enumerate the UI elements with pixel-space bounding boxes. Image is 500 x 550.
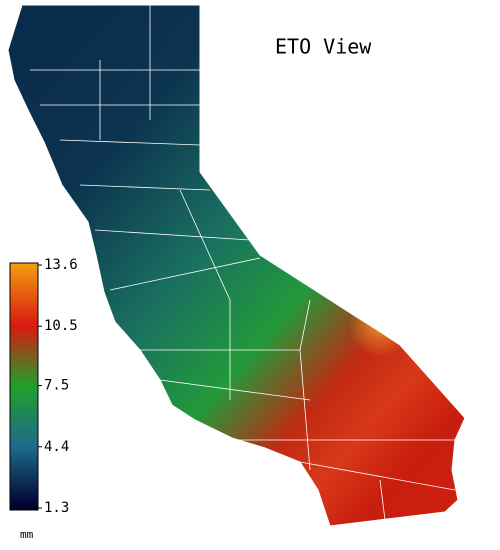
colorbar [9,262,39,511]
tick-label: 4.4 [44,439,69,455]
tick-label: 13.6 [44,257,78,273]
tick-label: 1.3 [44,500,69,516]
unit-label: mm [20,528,34,541]
county-lines [30,5,460,521]
tick-label: 7.5 [44,378,69,394]
hot-area [200,172,465,440]
tick-label: 10.5 [44,318,78,334]
map-title: ETO View [275,35,372,59]
color-legend: mm 13.6 10.5 7.5 4.4 1.3 [9,257,78,541]
state-shape [7,4,466,527]
california-map [7,4,466,527]
